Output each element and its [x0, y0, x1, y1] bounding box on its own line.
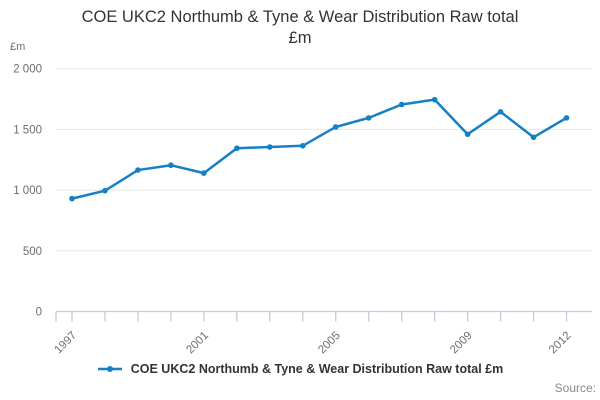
data-point[interactable]: [530, 134, 537, 141]
x-axis-tick-label: 2012: [547, 330, 574, 357]
gridlines: [56, 68, 592, 252]
y-axis-labels: 0 500 1 000 1 500 2 000: [13, 64, 42, 319]
y-axis-tick-label: 500: [23, 246, 42, 258]
chart-title-line2: £m: [288, 29, 312, 47]
series-line: [70, 98, 568, 200]
data-point[interactable]: [102, 187, 108, 194]
y-axis-tick-label: 1 500: [13, 124, 42, 136]
x-axis: [55, 310, 592, 322]
y-axis-unit-label: £m: [10, 41, 26, 53]
x-axis-tick-label: 2001: [184, 330, 211, 357]
x-axis-tick-label: 1997: [53, 330, 80, 357]
data-point[interactable]: [69, 195, 75, 202]
data-point[interactable]: [332, 124, 339, 130]
x-axis-tick-label: 2009: [448, 330, 475, 357]
y-axis-tick-label: 0: [36, 307, 42, 319]
legend-item[interactable]: COE UKC2 Northumb & Tyne & Wear Distribu…: [0, 362, 600, 376]
data-point[interactable]: [497, 108, 504, 115]
x-axis-tick-label: 2005: [316, 330, 343, 357]
data-point[interactable]: [135, 167, 141, 173]
data-point[interactable]: [464, 131, 471, 138]
legend-label: COE UKC2 Northumb & Tyne & Wear Distribu…: [130, 362, 504, 376]
data-point[interactable]: [365, 115, 372, 121]
data-point[interactable]: [168, 162, 174, 169]
data-point[interactable]: [267, 144, 273, 150]
y-axis-tick-label: 2 000: [13, 64, 42, 76]
data-point[interactable]: [201, 170, 207, 176]
data-points: [69, 96, 570, 202]
data-point[interactable]: [234, 145, 240, 152]
data-point[interactable]: [398, 101, 405, 108]
source-label: Source:: [554, 381, 596, 395]
chart-title: COE UKC2 Northumb & Tyne & Wear Distribu…: [0, 7, 600, 49]
data-point[interactable]: [299, 142, 306, 149]
data-point[interactable]: [431, 96, 438, 103]
legend-line-marker-icon: [97, 366, 122, 372]
x-axis-labels: 1997 2001 2005 2009 2012: [53, 330, 574, 357]
y-axis-tick-label: 1 000: [13, 185, 42, 197]
data-point[interactable]: [563, 115, 570, 121]
chart-title-line1: COE UKC2 Northumb & Tyne & Wear Distribu…: [81, 8, 519, 26]
